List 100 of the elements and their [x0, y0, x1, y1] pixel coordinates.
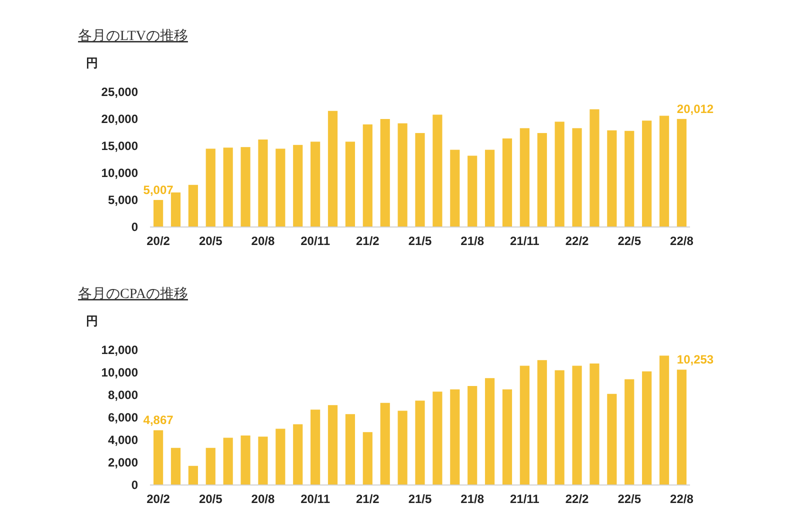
bar — [153, 200, 164, 227]
bar — [223, 438, 233, 485]
bar — [362, 124, 372, 227]
x-tick-label: 22/8 — [670, 492, 694, 506]
x-tick-label: 20/5 — [198, 492, 223, 506]
bar — [676, 370, 687, 485]
chart-title: 各月のLTVの推移 — [78, 28, 188, 44]
bar — [659, 116, 670, 227]
x-tick-label: 21/2 — [356, 492, 380, 506]
x-tick-label: 22/2 — [565, 234, 590, 248]
x-tick-label: 21/11 — [510, 234, 540, 248]
y-tick-label: 6,000 — [108, 410, 138, 425]
y-tick-label: 8,000 — [108, 388, 138, 402]
bar — [554, 370, 564, 485]
bar — [362, 432, 372, 485]
x-tick-label: 20/2 — [146, 492, 170, 506]
y-tick-label: 15,000 — [101, 139, 138, 154]
bar — [153, 430, 164, 485]
bar — [676, 118, 687, 227]
bar — [432, 114, 442, 227]
bar — [258, 140, 268, 227]
x-tick-label: 22/8 — [670, 234, 694, 248]
bar — [607, 394, 617, 485]
bar — [276, 148, 286, 227]
bar — [310, 410, 320, 485]
bar — [484, 150, 495, 227]
bar — [432, 392, 442, 485]
bar — [293, 424, 303, 485]
bar — [642, 371, 652, 485]
y-tick-label: 0 — [131, 478, 138, 492]
bar — [398, 410, 408, 485]
bar — [188, 184, 198, 227]
bar — [380, 402, 390, 485]
bar — [624, 379, 634, 485]
y-axis-title: 円 — [86, 314, 98, 328]
x-tick-label: 20/5 — [198, 234, 223, 248]
data-label: 4,867 — [143, 413, 174, 428]
bar — [607, 130, 617, 227]
bar — [415, 400, 425, 485]
bar — [590, 364, 600, 485]
data-label: 5,007 — [143, 182, 174, 197]
x-tick-label: 21/8 — [460, 234, 484, 248]
y-tick-label: 10,000 — [101, 366, 138, 380]
bar — [345, 414, 356, 485]
y-tick-label: 20,000 — [101, 112, 138, 126]
data-label: 10,253 — [676, 352, 714, 367]
x-tick-label: 20/8 — [251, 234, 275, 248]
x-tick-label: 22/2 — [565, 492, 590, 506]
bar — [170, 448, 181, 485]
y-tick-label: 12,000 — [101, 343, 138, 358]
bar — [572, 128, 582, 227]
y-tick-label: 10,000 — [101, 166, 138, 180]
x-tick-label: 20/2 — [146, 234, 170, 248]
x-tick-label: 22/5 — [618, 492, 642, 506]
bar — [450, 150, 460, 227]
x-tick-label: 20/8 — [251, 492, 275, 506]
x-tick-label: 21/11 — [510, 492, 540, 506]
bar — [380, 119, 390, 227]
bar — [484, 378, 495, 485]
bar — [328, 405, 338, 485]
bar — [345, 142, 356, 227]
y-tick-label: 25,000 — [101, 85, 138, 100]
bar — [572, 366, 582, 485]
bar — [415, 133, 425, 227]
y-tick-label: 5,000 — [108, 193, 138, 208]
y-tick-label: 2,000 — [108, 456, 138, 470]
bar — [468, 156, 478, 227]
bar — [502, 389, 512, 485]
x-tick-label: 22/5 — [618, 234, 642, 248]
bar — [240, 436, 250, 485]
x-tick-label: 20/11 — [300, 234, 330, 248]
bar — [328, 110, 338, 227]
bar — [310, 142, 320, 227]
x-tick-label: 21/8 — [460, 492, 484, 506]
y-tick-label: 0 — [131, 220, 138, 234]
bar — [537, 133, 547, 227]
bar — [590, 109, 600, 227]
bar — [520, 366, 530, 485]
bar — [206, 448, 216, 485]
bar — [223, 148, 233, 227]
bar — [554, 122, 564, 227]
bar — [293, 144, 303, 227]
bar — [537, 360, 547, 485]
x-tick-label: 21/2 — [356, 234, 380, 248]
bar — [624, 130, 634, 227]
x-tick-label: 21/5 — [408, 492, 432, 506]
y-axis-title: 円 — [86, 56, 98, 70]
bar — [502, 138, 512, 227]
bar — [276, 428, 286, 485]
y-tick-label: 4,000 — [108, 433, 138, 448]
bar — [188, 466, 198, 485]
bar — [642, 120, 652, 227]
bar — [240, 147, 250, 227]
bar — [468, 386, 478, 485]
bar — [398, 123, 408, 227]
bar — [206, 148, 216, 227]
x-tick-label: 20/11 — [300, 492, 330, 506]
bar — [659, 356, 670, 485]
bar — [450, 389, 460, 485]
data-label: 20,012 — [676, 102, 714, 116]
